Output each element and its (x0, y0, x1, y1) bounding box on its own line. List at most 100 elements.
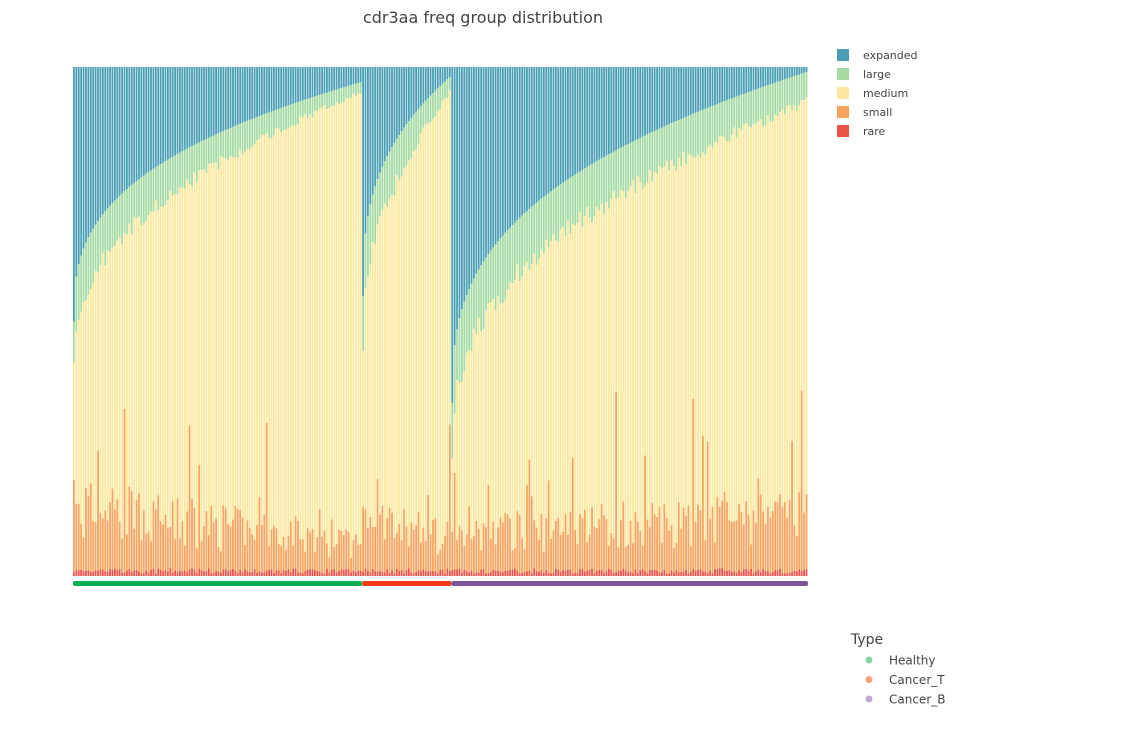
bar-large (251, 118, 254, 147)
bar-small (73, 479, 75, 573)
bar-rare (429, 571, 432, 576)
bar-medium (342, 102, 345, 536)
bar-medium (263, 135, 266, 515)
bar-rare (610, 570, 613, 576)
bar-large (345, 86, 348, 98)
bar-rare (150, 569, 152, 576)
bar-small (135, 499, 138, 570)
bar-small (687, 505, 690, 574)
bar-large (754, 89, 757, 124)
bar-large (617, 149, 620, 198)
bar-medium (227, 159, 230, 525)
bar-expanded (248, 67, 251, 120)
bar-expanded (441, 67, 444, 84)
bar-expanded (665, 67, 668, 126)
bar-small (246, 520, 249, 572)
bar-rare (776, 570, 779, 576)
bar-large (492, 247, 495, 300)
bar-expanded (282, 67, 285, 108)
bar-small (326, 543, 328, 569)
bar-rare (752, 573, 755, 576)
bar-expanded (362, 67, 364, 297)
bar-rare (323, 573, 326, 576)
bar-rare (497, 570, 499, 576)
bar-expanded (277, 67, 280, 109)
bar-medium (381, 209, 384, 506)
bar-small (301, 539, 304, 574)
bar-rare (183, 570, 186, 576)
bar-small (207, 535, 210, 569)
bar-expanded (301, 67, 304, 101)
bar-medium (550, 241, 552, 539)
bar-large (644, 135, 646, 187)
bar-medium (439, 109, 442, 550)
bar-rare (583, 571, 586, 576)
bar-small (552, 530, 555, 573)
bar-expanded (699, 67, 702, 111)
bar-expanded (304, 67, 307, 100)
bar-rare (494, 570, 497, 576)
bar-expanded (456, 67, 458, 330)
bar-large (321, 94, 324, 108)
bar-small (567, 534, 569, 571)
bar-rare (718, 568, 721, 576)
bar-expanded (552, 67, 555, 190)
bar-large (99, 217, 102, 265)
bar-small (545, 518, 548, 570)
bar-small (680, 528, 683, 573)
bar-large (393, 142, 396, 196)
bar-small (600, 504, 603, 571)
bar-expanded (550, 67, 552, 192)
bar-large (682, 117, 685, 152)
bar-medium (379, 216, 381, 515)
bar-medium (101, 252, 104, 519)
bar-large (781, 80, 784, 110)
bar-rare (215, 571, 217, 576)
bar-rare (328, 572, 331, 576)
bar-expanded (205, 67, 208, 139)
bar-rare (535, 571, 538, 576)
bar-rare (721, 568, 724, 576)
bar-large (648, 133, 651, 171)
bar-small (571, 457, 574, 574)
bar-rare (593, 573, 596, 576)
bar-rare (687, 573, 690, 576)
bar-small (689, 546, 692, 572)
bar-expanded (574, 67, 577, 175)
bar-rare (193, 569, 196, 576)
bar-small (362, 507, 364, 572)
bar-medium (275, 127, 278, 529)
bar-expanded (166, 67, 169, 160)
bar-medium (224, 158, 227, 509)
bar-small (376, 479, 379, 572)
bar-medium (207, 163, 210, 536)
bar-expanded (511, 67, 514, 225)
bar-expanded (692, 67, 695, 114)
bar-small (297, 520, 299, 573)
bar-medium (574, 225, 577, 531)
bar-medium (588, 218, 591, 535)
bar-medium (540, 249, 543, 515)
bar-rare (689, 571, 692, 576)
bar-large (641, 136, 644, 190)
legend-swatch-small (837, 106, 849, 118)
bar-large (791, 76, 793, 110)
bar-large (564, 180, 567, 236)
bar-large (523, 213, 526, 267)
bar-large (323, 93, 326, 106)
bar-large (516, 220, 519, 265)
bar-rare (304, 571, 307, 576)
bar-small (554, 520, 557, 569)
bar-large (651, 132, 654, 182)
bar-rare (306, 569, 309, 576)
bar-small (658, 506, 661, 573)
bar-small (311, 529, 314, 570)
bar-expanded (783, 67, 786, 80)
bar-small (446, 521, 449, 569)
bar-small (292, 545, 295, 569)
bar-rare (270, 569, 273, 576)
bar-rare (627, 572, 630, 576)
bar-small (121, 538, 124, 574)
bar-medium (246, 148, 249, 521)
bar-rare (477, 572, 480, 576)
